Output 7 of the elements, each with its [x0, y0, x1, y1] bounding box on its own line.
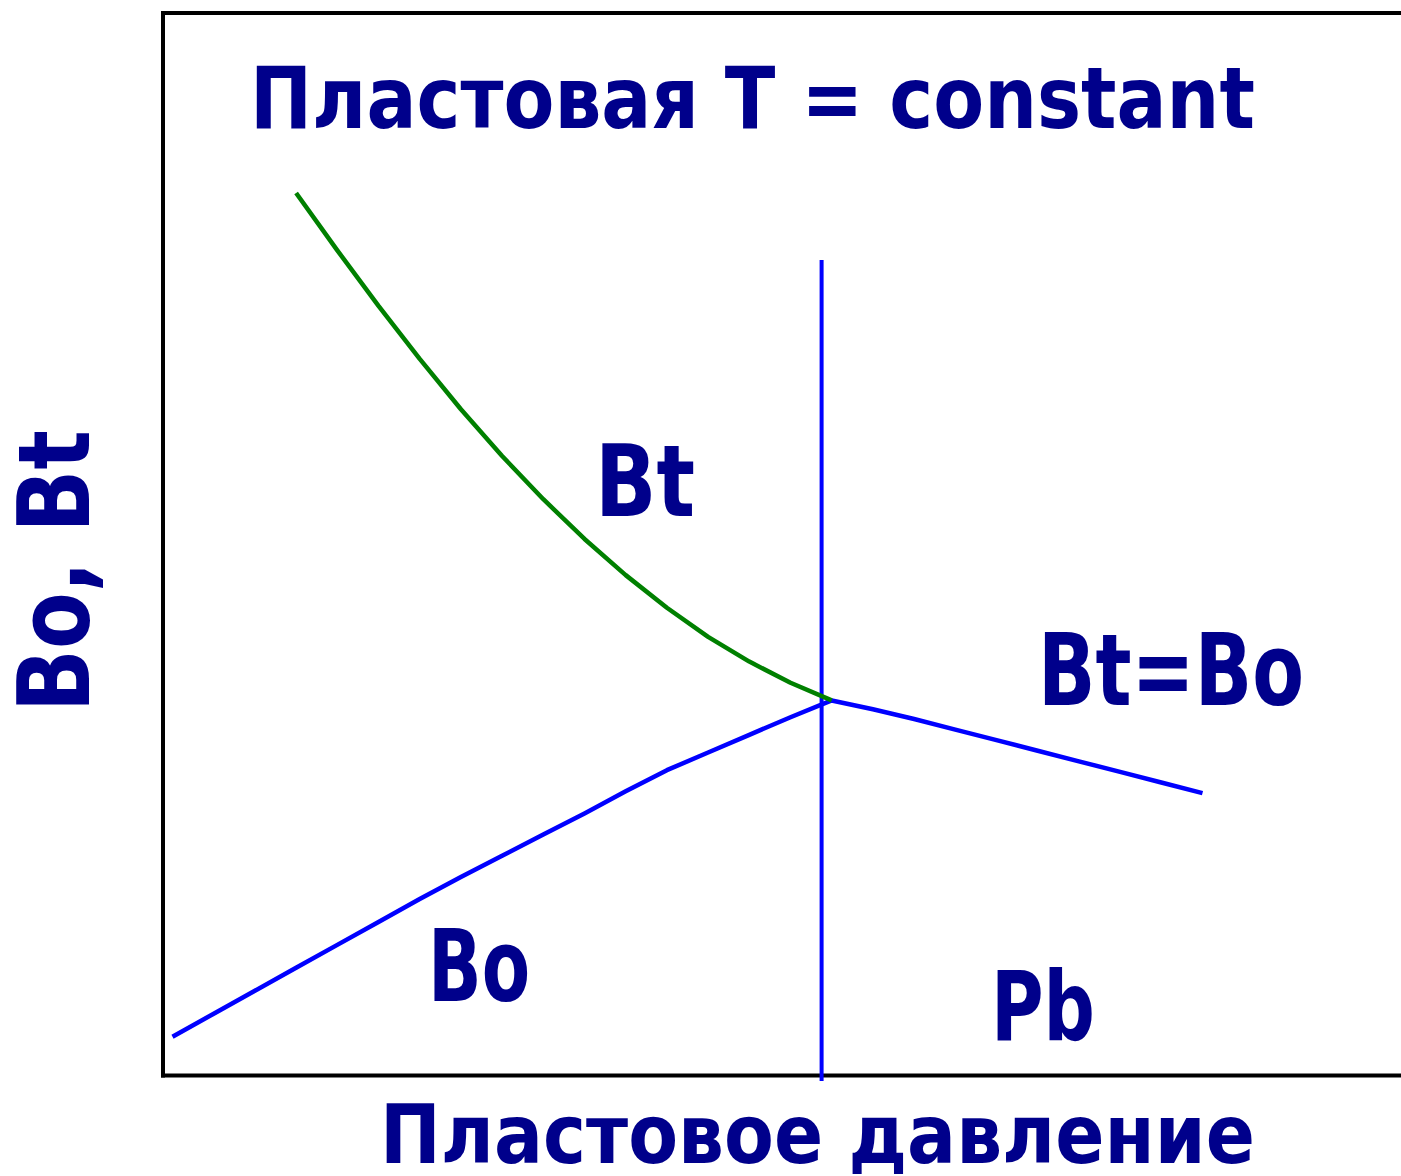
x-axis-title: Пластовое давление [380, 1086, 1255, 1176]
y-axis-title: Bo, Bt [0, 430, 113, 712]
annotation: Pb [991, 950, 1095, 1063]
annotation: Bt=Bo [1038, 612, 1304, 729]
series-label: Bt [595, 423, 695, 540]
chart-title: Пластовая T = constant [250, 49, 1255, 149]
series-label: Bo [428, 908, 530, 1025]
